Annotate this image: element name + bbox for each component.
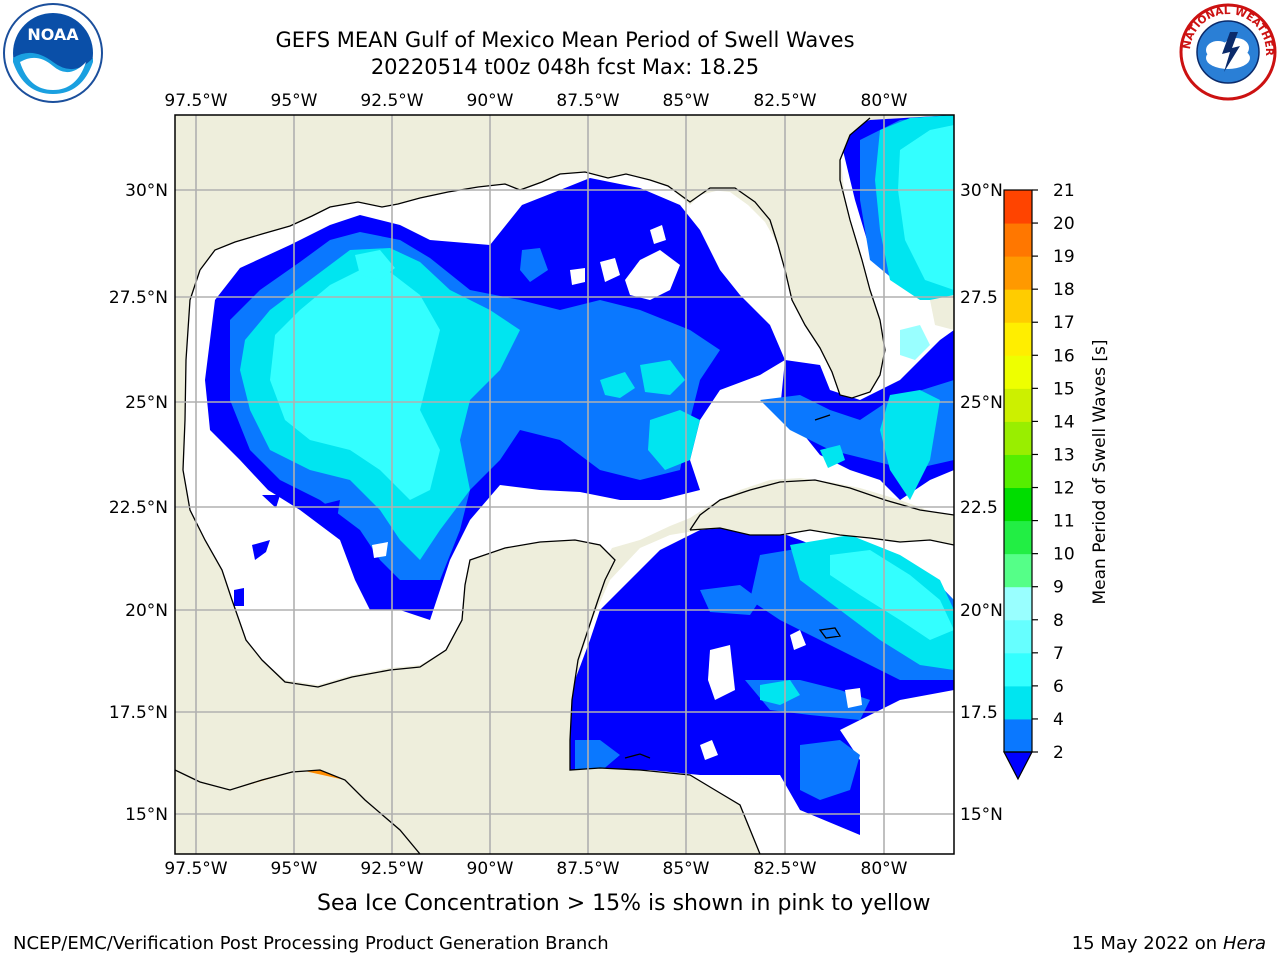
colorbar-tick-label: 11 [1053,512,1075,532]
colorbar-tick-label: 18 [1053,280,1075,300]
lat-tick-label: 22.5°N [109,498,168,518]
noaa-logo-icon: NOAA [3,3,103,103]
lat-tick-label: 30°N [125,181,168,201]
colorbar-tick-label: 4 [1053,710,1064,730]
colorbar-segment [1004,619,1032,654]
lon-tick-label: 85°W [663,859,710,879]
colorbar-segment [1004,355,1032,389]
lon-tick-label: 87.5°W [556,859,619,879]
colorbar-label: Mean Period of Swell Waves [s] [1090,340,1110,605]
lon-tick-label: 92.5°W [360,859,423,879]
lat-tick-label: 15°N [960,805,1003,825]
lat-tick-label: 30°N [960,181,1003,201]
lon-tick-label: 90°W [467,91,514,111]
florida-land [690,115,885,398]
colorbar-segment [1004,685,1032,720]
colorbar-tick-label: 10 [1053,545,1075,565]
credit-line: NCEP/EMC/Verification Post Processing Pr… [13,933,609,954]
nws-logo-icon: NATIONAL WEATHER SERVICE [1178,2,1277,101]
lon-tick-label: 92.5°W [360,91,423,111]
colorbar-segment [1004,190,1032,224]
colorbar-tick-label: 7 [1053,644,1064,664]
colorbar-segment [1004,223,1032,257]
lon-ticks-top: 97.5°W 95°W 92.5°W 90°W 87.5°W 85°W 82.5°W 80°W [164,91,907,111]
colorbar-tick-label: 14 [1053,412,1075,432]
colorbar-tick-label: 9 [1053,578,1064,598]
colorbar-tick-label: 12 [1053,479,1075,499]
lat-ticks-left: 30°N 27.5°N 25°N 22.5°N 20°N 17.5°N 15°N [109,181,168,825]
lat-tick-label: 22.5 [960,498,998,518]
cuba-land [690,480,954,545]
colorbar-segment [1004,322,1032,356]
lon-tick-label: 95°W [271,91,318,111]
lat-tick-label: 27.5°N [109,288,168,308]
lon-tick-label: 95°W [271,859,318,879]
lon-ticks-bottom: 97.5°W 95°W 92.5°W 90°W 87.5°W 85°W 82.5°W 80°W [164,859,907,879]
colorbar: 2 4 6 7 8 9 10 11 12 13 14 15 16 17 18 19 20 21 [1003,181,1075,781]
colorbar-segment [1004,289,1032,323]
sea-ice-note: Sea Ice Concentration > 15% is shown in … [317,891,931,916]
colorbar-segment [1004,388,1032,422]
colorbar-tick-label: 15 [1053,379,1075,399]
colorbar-segment [1004,718,1032,753]
colorbar-tick-label: 6 [1053,677,1064,697]
colorbar-segment [1004,520,1032,555]
map-area [175,115,954,854]
colorbar-tick-label: 17 [1053,313,1075,333]
colorbar-segment [1004,553,1032,588]
lon-tick-label: 85°W [663,91,710,111]
lon-tick-label: 80°W [861,91,908,111]
yucatan-land [175,540,760,854]
colorbar-segment [1004,586,1032,621]
lon-tick-label: 82.5°W [753,859,816,879]
graticule [175,115,954,854]
lon-tick-label: 82.5°W [753,91,816,111]
lat-tick-label: 27.5 [960,288,998,308]
lat-tick-label: 20°N [125,601,168,621]
lat-tick-label: 20°N [960,601,1003,621]
map-frame [174,114,955,855]
lat-tick-label: 17.5°N [109,703,168,723]
lon-tick-label: 80°W [861,859,908,879]
colorbar-segment [1004,256,1032,290]
colorbar-under-arrow [1003,751,1033,781]
svg-text:NOAA: NOAA [27,25,79,44]
lat-tick-label: 15°N [125,805,168,825]
colorbar-segment [1004,652,1032,687]
lon-tick-label: 97.5°W [164,91,227,111]
lat-ticks-right: 30°N 27.5 25°N 22.5 20°N 17.5 15°N [960,181,1003,825]
map-subtitle: 20220514 t00z 048h fcst Max: 18.25 [370,55,760,79]
colorbar-tick-label: 20 [1053,214,1075,234]
lat-tick-label: 17.5 [960,703,998,723]
lon-tick-label: 87.5°W [556,91,619,111]
colorbar-tick-label: 16 [1053,346,1075,366]
map-title: GEFS MEAN Gulf of Mexico Mean Period of … [275,28,855,52]
lat-tick-label: 25°N [960,393,1003,413]
colorbar-tick-label: 13 [1053,445,1075,465]
colorbar-tick-label: 8 [1053,611,1064,631]
mexico-land [175,115,840,854]
colorbar-tick-label: 19 [1053,247,1075,267]
date-line: 15 May 2022 on Hera [1071,933,1266,954]
lat-tick-label: 25°N [125,393,168,413]
lon-tick-label: 97.5°W [164,859,227,879]
colorbar-tick-label: 2 [1053,743,1064,763]
colorbar-frame [1003,189,1033,753]
colorbar-tick-label: 21 [1053,181,1075,201]
colorbar-segment [1004,487,1032,522]
colorbar-segment [1004,454,1032,489]
colorbar-segment [1004,421,1032,455]
lon-tick-label: 90°W [467,859,514,879]
